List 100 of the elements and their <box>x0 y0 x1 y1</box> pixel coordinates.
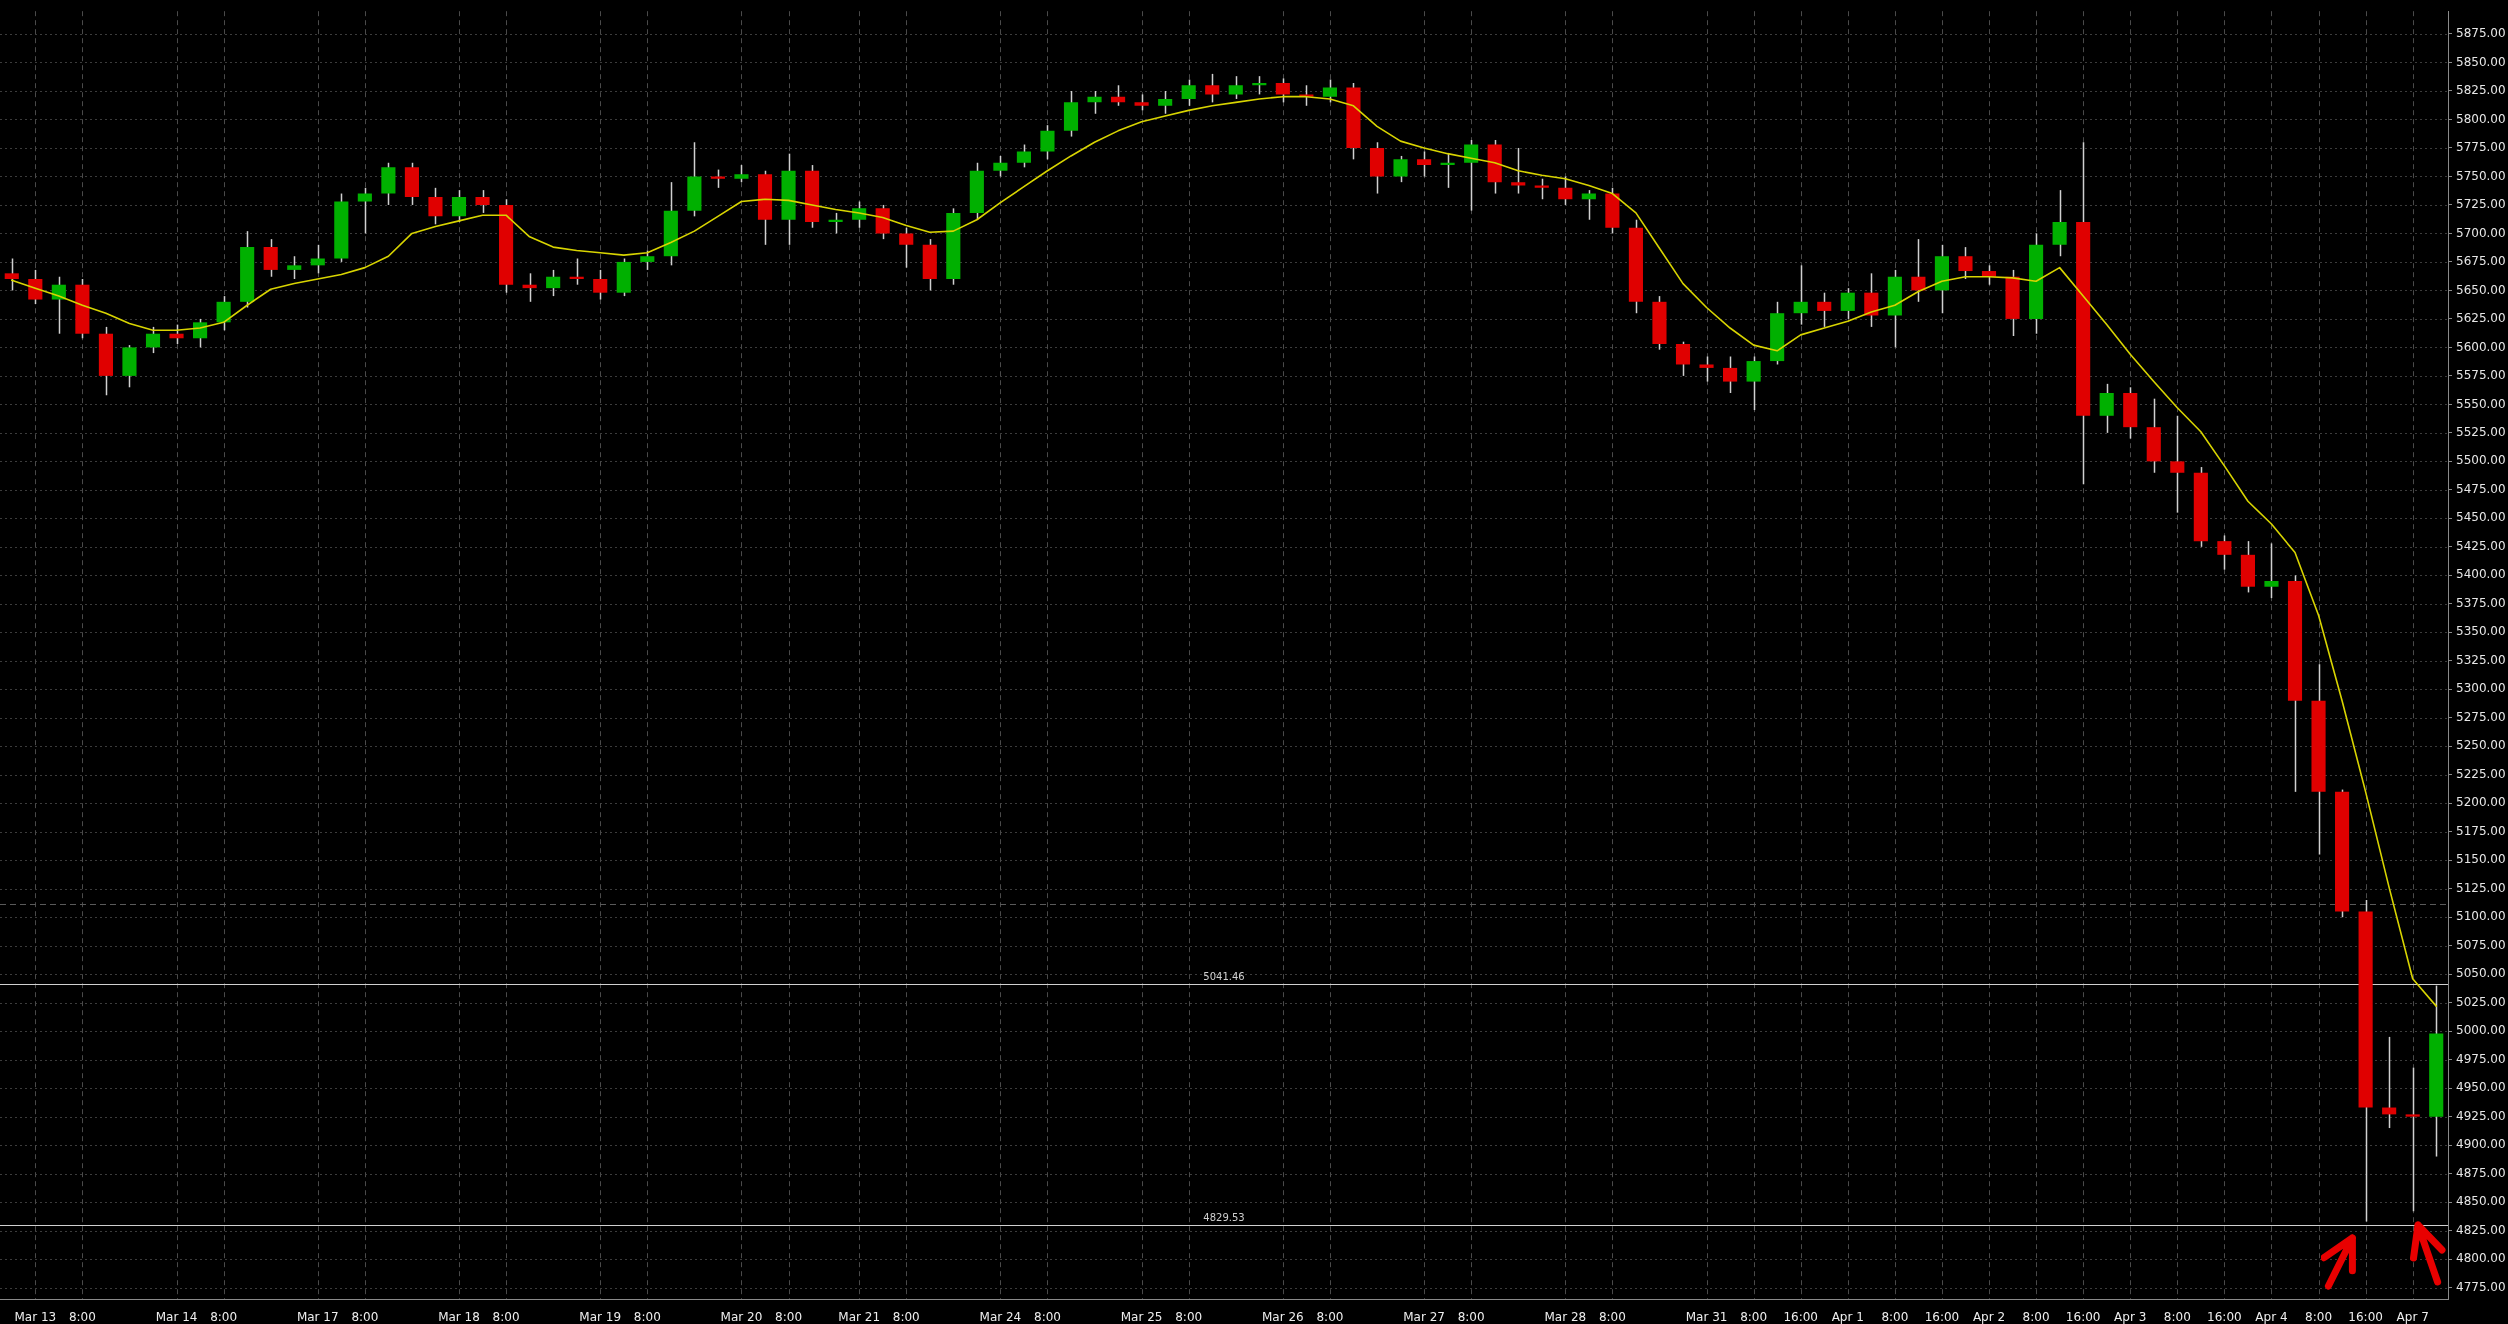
x-tick-label: 16:00 <box>1924 1310 1960 1324</box>
candlestick <box>993 155 1008 178</box>
x-tick-label: Mar 27 <box>1403 1310 1445 1324</box>
y-tick-label: 5100.00 <box>2456 909 2506 924</box>
x-tick-label: 8:00 <box>1740 1310 1768 1324</box>
y-tick-label: 5025.00 <box>2456 994 2506 1009</box>
y-tick-label: 5400.00 <box>2456 567 2506 582</box>
y-tick-label: 5325.00 <box>2456 652 2506 667</box>
y-tick-label: 5625.00 <box>2456 311 2506 326</box>
x-tick-label: 16:00 <box>2065 1310 2101 1324</box>
candlestick <box>1840 287 1855 320</box>
y-tick-label: 5250.00 <box>2456 738 2506 753</box>
y-tick-label: 5675.00 <box>2456 254 2506 269</box>
y-tick-label: 4900.00 <box>2456 1137 2506 1152</box>
x-tick-label: 8:00 <box>1175 1310 1203 1324</box>
x-tick-label: 16:00 <box>2348 1310 2383 1324</box>
x-tick-label: 8:00 <box>210 1310 238 1324</box>
candlestick <box>1228 75 1243 100</box>
x-tick-label: Mar 20 <box>720 1310 763 1324</box>
candlestick <box>1558 175 1573 206</box>
x-tick-label: 8:00 <box>1598 1310 1626 1324</box>
y-tick-label: 4775.00 <box>2456 1279 2506 1294</box>
candlestick <box>1958 246 1973 280</box>
candlestick <box>451 189 467 223</box>
candlestick <box>263 238 278 278</box>
x-tick-label: Mar 17 <box>296 1310 339 1324</box>
x-tick-label: 16:00 <box>1783 1310 1818 1324</box>
y-tick-label: 5050.00 <box>2456 966 2506 981</box>
y-tick-label: 5875.00 <box>2456 26 2506 41</box>
candlestick <box>2170 415 2185 514</box>
candlestick <box>640 249 655 271</box>
candlestick <box>1393 155 1408 183</box>
y-tick-label: 4975.00 <box>2456 1051 2506 1066</box>
y-tick-label: 4850.00 <box>2456 1194 2506 1209</box>
y-tick-label: 5650.00 <box>2456 282 2506 297</box>
x-tick-label: Apr 2 <box>1972 1310 2006 1324</box>
candlestick <box>546 269 561 297</box>
candlestick <box>1087 90 1102 115</box>
y-tick-label: 5775.00 <box>2456 140 2506 155</box>
x-tick-label: 8:00 <box>1316 1310 1344 1324</box>
x-tick-label: Mar 18 <box>438 1310 480 1324</box>
candlestick <box>2099 383 2114 434</box>
candlestick <box>145 326 161 354</box>
ref-line-label: 4829.53 <box>1203 1212 1245 1224</box>
candlestick <box>1275 77 1290 104</box>
x-tick-label: Mar 19 <box>579 1310 622 1324</box>
x-tick-label: Mar 28 <box>1544 1310 1587 1324</box>
y-tick-label: 5600.00 <box>2456 339 2506 354</box>
y-tick-label: 4875.00 <box>2456 1165 2506 1180</box>
candlestick <box>1016 143 1031 169</box>
y-tick-label: 5275.00 <box>2456 709 2506 724</box>
x-tick-label: Mar 13 <box>14 1310 57 1324</box>
candlestick <box>428 187 443 226</box>
y-tick-label: 5475.00 <box>2456 481 2506 496</box>
x-tick-label: Mar 21 <box>838 1310 881 1324</box>
candlestick <box>1746 355 1761 411</box>
candlestick <box>1181 78 1196 107</box>
candlestick <box>1417 150 1432 178</box>
y-tick-label: 5500.00 <box>2456 453 2506 468</box>
x-tick-label: Apr 3 <box>2114 1310 2147 1324</box>
candlestick <box>899 226 914 269</box>
candlestick <box>1158 90 1173 115</box>
x-tick-label: Mar 26 <box>1261 1310 1304 1324</box>
x-tick-label: 8:00 <box>1033 1310 1061 1324</box>
y-tick-label: 5075.00 <box>2456 937 2506 952</box>
x-tick-label: Mar 31 <box>1685 1310 1728 1324</box>
x-tick-label: Apr 1 <box>1831 1310 1864 1324</box>
y-tick-label: 5450.00 <box>2456 510 2506 525</box>
candlestick <box>1675 340 1691 377</box>
candlestick <box>1723 355 1738 394</box>
y-tick-label: 5200.00 <box>2456 795 2506 810</box>
candlestick <box>2264 542 2279 599</box>
y-tick-label: 5550.00 <box>2456 396 2506 411</box>
candlestick <box>1322 78 1337 104</box>
y-tick-label: 5375.00 <box>2456 595 2506 610</box>
x-tick-label: Apr 4 <box>2255 1310 2288 1324</box>
candlestick <box>1040 124 1055 161</box>
x-tick-label: 8:00 <box>1881 1310 1909 1324</box>
y-tick-label: 4800.00 <box>2456 1251 2506 1266</box>
candlestick <box>475 189 490 214</box>
candlestick <box>357 187 372 235</box>
y-tick-label: 5800.00 <box>2456 111 2506 126</box>
y-tick-label: 4825.00 <box>2456 1222 2506 1237</box>
x-tick-label: Mar 24 <box>979 1310 1022 1324</box>
x-tick-label: Apr 7 <box>2396 1310 2429 1324</box>
x-tick-label: 8:00 <box>892 1310 920 1324</box>
candlestick <box>287 255 302 280</box>
candlestick <box>193 318 208 349</box>
candlestick <box>2405 1066 2420 1212</box>
y-tick-label: 5225.00 <box>2456 766 2506 781</box>
candlestick <box>2217 534 2232 571</box>
y-tick-label: 5150.00 <box>2456 852 2506 867</box>
candlestick <box>593 269 608 301</box>
y-tick-label: 5300.00 <box>2456 681 2506 696</box>
candlestick <box>1511 147 1526 195</box>
candlestick <box>710 168 725 189</box>
x-tick-label: 8:00 <box>492 1310 520 1324</box>
y-tick-label: 5000.00 <box>2456 1023 2506 1038</box>
x-tick-label: 8:00 <box>68 1310 96 1324</box>
x-tick-label: Mar 25 <box>1120 1310 1163 1324</box>
